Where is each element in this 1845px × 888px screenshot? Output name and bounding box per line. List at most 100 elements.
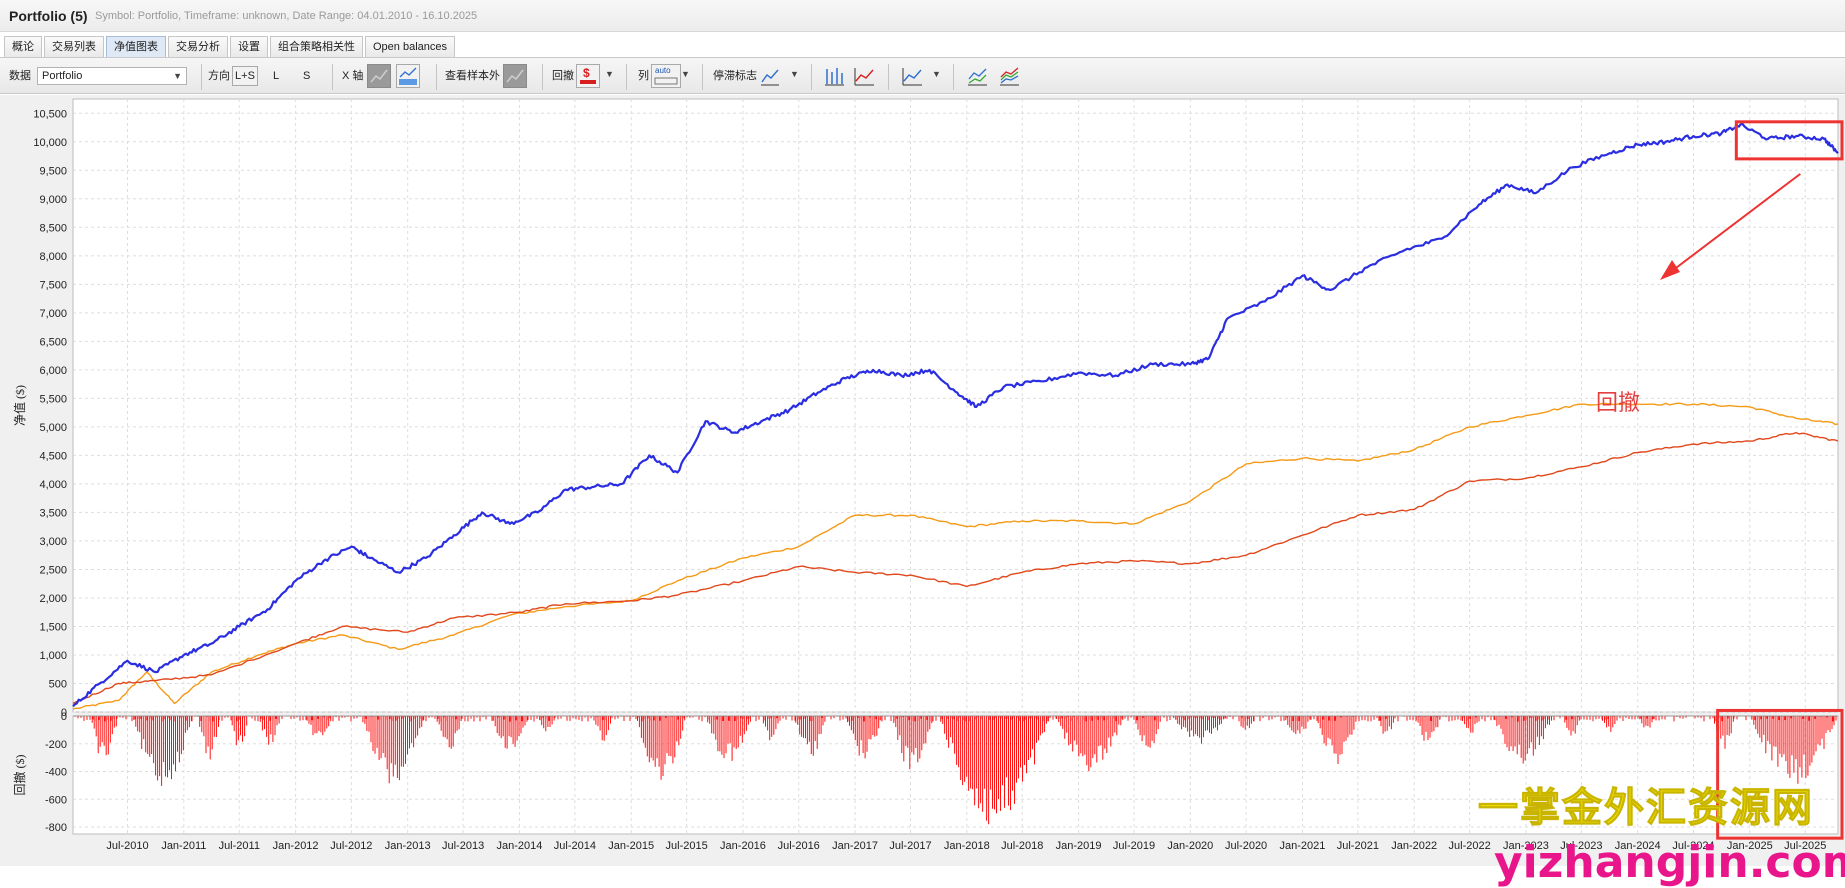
bar-chart-button[interactable] [822, 64, 846, 88]
x-tick-label: Jan-2011 [161, 840, 206, 852]
data-select[interactable]: Portfolio ▼ [37, 67, 187, 85]
x-tick-label: Jan-2019 [1056, 840, 1102, 852]
tab-settings[interactable]: 设置 [230, 36, 268, 57]
xaxis-label: X 轴 [342, 70, 364, 82]
tab-trade-analysis[interactable]: 交易分析 [168, 36, 228, 57]
direction-short-button[interactable]: S [303, 70, 311, 82]
x-tick-label: Jul-2015 [666, 840, 708, 852]
drawdown-mode-button[interactable]: $ [576, 64, 600, 88]
stagnation-button[interactable] [758, 64, 782, 88]
y-tick-label: 5,000 [39, 422, 67, 434]
chevron-down-icon[interactable]: ▼ [681, 69, 690, 79]
drawdown-y-tick-label: -600 [45, 794, 67, 806]
x-tick-label: Jul-2025 [1784, 840, 1826, 852]
y-tick-label: 4,500 [39, 450, 67, 462]
line-chart-icon [761, 69, 779, 86]
y-tick-label: 9,000 [39, 194, 67, 206]
oos-toggle-button[interactable] [503, 64, 527, 88]
line-chart-button[interactable] [900, 64, 924, 88]
x-tick-label: Jul-2011 [219, 840, 260, 852]
drawdown-axis-title: 回撤 ($) [12, 755, 27, 796]
watermark-url: yizhangjin.com [1494, 837, 1845, 888]
xaxis-trades-button[interactable] [367, 64, 391, 88]
chevron-down-icon[interactable]: ▼ [605, 69, 614, 79]
x-tick-label: Jan-2025 [1727, 840, 1773, 852]
chevron-down-icon[interactable]: ▼ [790, 69, 799, 79]
columns-label: 列 [638, 70, 649, 82]
x-tick-label: Jul-2020 [1225, 840, 1267, 852]
series-line-portfolio [72, 122, 1839, 708]
window-title: Portfolio (5) [9, 8, 88, 24]
chevron-down-icon[interactable]: ▼ [932, 69, 941, 79]
tab-correlation[interactable]: 组合策略相关性 [270, 36, 363, 57]
y-tick-label: 5,500 [39, 393, 67, 405]
y-tick-label: 7,000 [39, 308, 67, 320]
toolbar-divider [332, 64, 333, 90]
compare-chart-icon [968, 68, 987, 86]
x-tick-label: Jan-2022 [1391, 840, 1437, 852]
x-tick-label: Jul-2017 [889, 840, 931, 852]
series-line-strategy_red [72, 431, 1839, 705]
x-tick-label: Jul-2013 [442, 840, 484, 852]
main-plot-area [72, 98, 1839, 713]
chevron-down-icon: ▼ [173, 71, 182, 81]
line-chart-icon [902, 68, 922, 86]
y-tick-label: 8,000 [39, 251, 67, 263]
chart-toolbar: 数据 Portfolio ▼ 方向 L+S L S X 轴 查看样本外 回撤 $… [0, 57, 1845, 94]
drawdown-y-tick-label: -200 [45, 739, 67, 751]
tab-equity-chart[interactable]: 净值图表 [106, 36, 166, 57]
x-tick-label: Jul-2022 [1449, 840, 1491, 852]
x-tick-label: Jan-2024 [1615, 840, 1661, 852]
toolbar-divider [436, 64, 437, 90]
multi-line-chart-icon [1000, 67, 1019, 86]
x-tick-label: Jul-2024 [1672, 840, 1714, 852]
y-tick-label: 0 [61, 707, 67, 719]
toolbar-divider [201, 64, 202, 90]
tab-trade-list[interactable]: 交易列表 [44, 36, 104, 57]
xaxis-time-button[interactable] [396, 64, 420, 88]
columns-auto-button[interactable]: auto [651, 64, 681, 88]
line-chart-icon [506, 69, 524, 83]
toolbar-divider [811, 64, 812, 90]
line-chart-icon [370, 69, 388, 83]
multi-line-chart-button[interactable] [997, 64, 1021, 88]
x-tick-label: Jul-2012 [330, 840, 372, 852]
data-label: 数据 [9, 70, 31, 82]
compare-chart-button[interactable] [965, 64, 989, 88]
x-tick-label: Jul-2019 [1113, 840, 1155, 852]
drawdown-y-tick-label: 0 [61, 711, 67, 723]
columns-icon [654, 77, 678, 85]
y-tick-label: 10,500 [33, 108, 67, 120]
data-select-value: Portfolio [42, 70, 83, 82]
y-tick-label: 3,500 [39, 507, 67, 519]
x-tick-label: Jul-2023 [1560, 840, 1602, 852]
y-tick-label: 2,000 [39, 593, 67, 605]
toolbar-divider [888, 64, 889, 90]
annotation-arrow-line [1667, 173, 1801, 275]
equity-chart-button[interactable] [852, 64, 876, 88]
direction-label: 方向 [208, 70, 230, 82]
y-tick-label: 500 [49, 678, 67, 690]
tab-overview[interactable]: 概论 [4, 36, 42, 57]
toolbar-divider [702, 64, 703, 90]
toolbar-divider [542, 64, 543, 90]
oos-label: 查看样本外 [445, 70, 500, 82]
y-axis-title: 净值 ($) [12, 385, 27, 426]
direction-all-button[interactable]: L+S [232, 66, 258, 86]
equity-chart-icon [854, 68, 874, 86]
y-tick-label: 2,500 [39, 564, 67, 576]
y-tick-label: 1,000 [39, 650, 67, 662]
title-bar: Portfolio (5) Symbol: Portfolio, Timefra… [0, 0, 1845, 32]
x-tick-label: Jan-2018 [944, 840, 990, 852]
drawdown-label: 回撤 [552, 70, 574, 82]
svg-text:$: $ [583, 66, 590, 80]
direction-long-button[interactable]: L [273, 70, 280, 82]
watermark-chinese: 一掌金外汇资源网 [1478, 786, 1814, 831]
stagnation-label: 停滞标志 [713, 70, 757, 82]
tab-open-balances[interactable]: Open balances [365, 36, 455, 57]
y-tick-label: 6,000 [39, 365, 67, 377]
y-tick-label: 7,500 [39, 279, 67, 291]
x-tick-label: Jan-2013 [385, 840, 431, 852]
y-tick-label: 4,000 [39, 479, 67, 491]
x-tick-label: Jan-2017 [832, 840, 878, 852]
